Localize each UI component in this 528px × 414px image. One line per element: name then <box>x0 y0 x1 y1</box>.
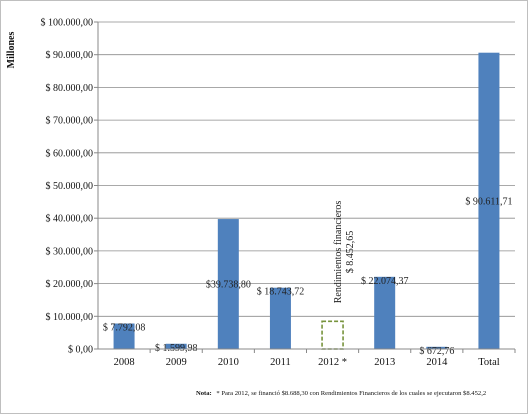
bar <box>113 323 135 349</box>
bar <box>374 276 396 349</box>
bar <box>478 52 500 349</box>
x-category-label: 2009 <box>166 357 187 368</box>
footnote-prefix: Nota: <box>196 390 212 397</box>
y-tick-label: $ 70.000,00 <box>46 116 94 127</box>
x-category-label: Total <box>478 357 500 368</box>
y-tick-label: $ 100.000,00 <box>41 18 94 29</box>
bar <box>269 287 291 349</box>
x-category-label: 2010 <box>218 357 239 368</box>
data-label: $ 672,76 <box>419 346 454 357</box>
data-label: $ 7.792,08 <box>103 323 146 334</box>
data-label: $ 1.599,98 <box>155 343 198 354</box>
bar <box>165 343 187 349</box>
footnote-text: * Para 2012, se financió $8.688,30 con R… <box>216 390 486 397</box>
x-category-label: 2014 <box>426 357 448 368</box>
data-label: $ 18.743,72 <box>257 287 305 298</box>
y-tick-label: $ 0,00 <box>68 345 93 356</box>
x-category-label: 2011 <box>270 357 291 368</box>
y-axis-ticks: $ 0,00 $ 10.000,00 $ 20.000,00 $ 30.000,00 $… <box>41 18 98 356</box>
data-labels: $ 7.792,08 $ 1.599,98 $39.738,80 $ 18.743,7… <box>103 196 513 356</box>
bar <box>217 219 239 349</box>
x-category-label: 2013 <box>374 357 395 368</box>
gridlines <box>98 21 515 317</box>
x-category-label: 2012 * <box>318 357 347 368</box>
data-label: $ 90.611,71 <box>465 196 512 207</box>
y-axis-label: Millones <box>6 32 17 69</box>
highlight-label-line2: $ 8.452,65 <box>345 231 356 274</box>
y-tick-label: $ 50.000,00 <box>46 181 94 192</box>
data-label: $39.738,80 <box>206 280 251 291</box>
y-tick-label: $ 10.000,00 <box>46 312 94 323</box>
highlight-annotation: Rendimientos financieros $ 8.452,65 <box>333 201 356 304</box>
bar <box>426 346 448 349</box>
x-axis-categories: 2008 2009 2010 2011 2012 * 2013 2014 Total <box>114 349 516 368</box>
footnote: Nota: * Para 2012, se financió $8.688,30… <box>196 390 486 397</box>
y-tick-label: $ 30.000,00 <box>46 246 94 257</box>
y-tick-label: $ 40.000,00 <box>46 214 94 225</box>
y-tick-label: $ 60.000,00 <box>46 148 94 159</box>
bars <box>113 52 500 350</box>
y-tick-label: $ 20.000,00 <box>46 279 94 290</box>
y-tick-label: $ 80.000,00 <box>46 83 94 94</box>
highlight-label-line1: Rendimientos financieros <box>333 201 344 304</box>
x-category-label: 2008 <box>114 357 135 368</box>
data-label: $ 22.074,37 <box>361 276 409 287</box>
y-tick-label: $ 90.000,00 <box>46 50 94 61</box>
